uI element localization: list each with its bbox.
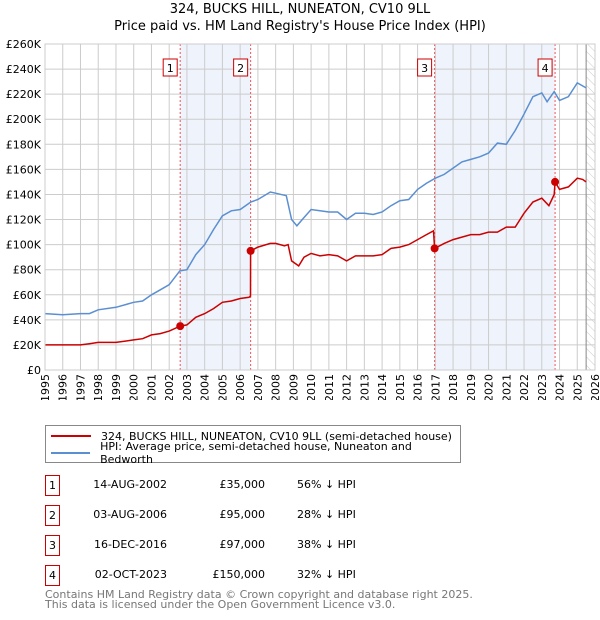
transaction-hpi-diff: 56% ↓ HPI: [297, 478, 356, 491]
y-tick-label: £100K: [6, 239, 42, 252]
footer-line: This data is licensed under the Open Gov…: [45, 598, 396, 611]
hpi-line: [44, 81, 587, 316]
transaction-marker-number: 3: [45, 535, 60, 556]
legend-swatch-blue: [51, 452, 91, 454]
y-tick-label: £20K: [13, 339, 42, 352]
sale-label: 2: [237, 62, 244, 75]
x-tick-label: 1997: [74, 374, 87, 400]
legend-item-hpi: HPI: Average price, semi-detached house,…: [46, 440, 460, 466]
x-tick-label: 1996: [57, 374, 70, 400]
sale-point: [430, 244, 439, 253]
y-tick-label: £180K: [6, 138, 42, 151]
legend: 324, BUCKS HILL, NUNEATON, CV10 9LL (sem…: [45, 425, 461, 466]
x-tick-label: 2001: [145, 374, 158, 400]
y-tick-label: £80K: [13, 264, 42, 277]
legend-label: 324, BUCKS HILL, NUNEATON, CV10 9LL (sem…: [101, 429, 452, 443]
transaction-date: 14-AUG-2002: [93, 478, 167, 491]
y-tick-label: £200K: [6, 113, 42, 126]
y-tick-label: £40K: [13, 314, 42, 327]
x-tick-label: 2023: [536, 374, 549, 400]
x-tick-label: 2003: [181, 374, 194, 400]
sale-label-box: [537, 58, 553, 77]
sale-label-box: [417, 58, 433, 77]
transaction-hpi-diff: 32% ↓ HPI: [297, 568, 356, 581]
transaction-hpi-diff: 28% ↓ HPI: [297, 508, 356, 521]
transaction-date: 16-DEC-2016: [93, 538, 167, 551]
forecast-hatch: [586, 44, 595, 370]
x-tick-label: 2009: [287, 374, 300, 400]
x-tick-label: 2004: [199, 374, 212, 400]
x-tick-label: 2011: [323, 374, 336, 400]
x-tick-label: 2017: [429, 374, 442, 400]
x-tick-label: 2014: [376, 374, 389, 400]
x-tick-label: 2010: [305, 374, 318, 400]
transaction-price: £95,000: [219, 508, 266, 521]
transaction-date: 02-OCT-2023: [94, 568, 167, 581]
x-tick-label: 2007: [252, 374, 265, 400]
sale-point: [246, 246, 255, 255]
x-tick-label: 1998: [92, 374, 105, 400]
transaction-date: 03-AUG-2006: [93, 508, 167, 521]
sale-label-box: [162, 58, 178, 77]
x-tick-label: 2015: [394, 374, 407, 400]
legend-item-property: 324, BUCKS HILL, NUNEATON, CV10 9LL (sem…: [46, 428, 452, 444]
legend-label: HPI: Average price, semi-detached house,…: [100, 440, 412, 466]
price-chart: 1995 1996 1997 1998 1999 2000 2001 2002 2003 2004…: [6, 38, 600, 400]
y-tick-label: £160K: [6, 163, 42, 176]
sale-point: [176, 322, 185, 331]
footer-line: Contains HM Land Registry data © Crown c…: [45, 588, 473, 601]
y-tick-label: £220K: [6, 88, 42, 101]
x-tick-label: 2008: [270, 374, 283, 400]
x-tick-label: 2020: [483, 374, 496, 400]
x-tick-label: 2005: [216, 374, 229, 400]
x-tick-label: 2006: [234, 374, 247, 400]
x-tick-label: 2024: [554, 374, 567, 400]
y-tick-label: £120K: [6, 214, 42, 227]
transaction-marker-number: 1: [45, 475, 60, 496]
y-tick-label: £0: [27, 364, 41, 377]
transaction-row: 2 03-AUG-2006 £95,000 28% ↓ HPI: [45, 505, 465, 527]
transaction-row: 3 16-DEC-2016 £97,000 38% ↓ HPI: [45, 535, 465, 557]
x-tick-label: 2016: [412, 374, 425, 400]
transaction-price: £150,000: [212, 568, 266, 581]
chart-title: 324, BUCKS HILL, NUNEATON, CV10 9LL: [169, 2, 431, 17]
legend-swatch-red: [51, 435, 91, 437]
chart-subtitle: Price paid vs. HM Land Registry's House …: [114, 19, 486, 34]
sale-label-box: [233, 58, 249, 77]
transaction-hpi-diff: 38% ↓ HPI: [297, 538, 356, 551]
sale-label: 4: [542, 62, 549, 75]
shaded-period: [434, 44, 556, 370]
x-tick-label: 2002: [163, 374, 176, 400]
sale-point: [551, 177, 560, 186]
x-tick-label: 2018: [447, 374, 460, 400]
plot-border: [44, 43, 596, 371]
x-tick-label: 2026: [589, 374, 600, 400]
shaded-period: [180, 44, 251, 370]
x-tick-label: 2021: [500, 374, 513, 400]
footer: Contains HM Land Registry data © Crown c…: [45, 588, 473, 611]
transaction-marker-number: 4: [45, 565, 60, 586]
y-tick-label: £140K: [6, 188, 42, 201]
transaction-row: 4 02-OCT-2023 £150,000 32% ↓ HPI: [45, 565, 465, 587]
x-tick-label: 2019: [465, 374, 478, 400]
x-tick-label: 2013: [358, 374, 371, 400]
x-tick-label: 2025: [571, 374, 584, 400]
x-tick-label: 1995: [39, 374, 52, 400]
x-tick-label: 2022: [518, 374, 531, 400]
transaction-price: £35,000: [219, 478, 266, 491]
sale-label: 1: [167, 62, 174, 75]
y-tick-label: £260K: [6, 38, 42, 51]
y-tick-label: £240K: [6, 63, 42, 76]
transaction-marker-number: 2: [45, 505, 60, 526]
transaction-price: £97,000: [219, 538, 266, 551]
x-tick-label: 2012: [341, 374, 354, 400]
y-tick-label: £60K: [13, 289, 42, 302]
x-tick-label: 1999: [110, 374, 123, 400]
transaction-row: 1 14-AUG-2002 £35,000 56% ↓ HPI: [45, 475, 465, 497]
x-tick-label: 2000: [128, 374, 141, 400]
sale-label: 3: [421, 62, 428, 75]
